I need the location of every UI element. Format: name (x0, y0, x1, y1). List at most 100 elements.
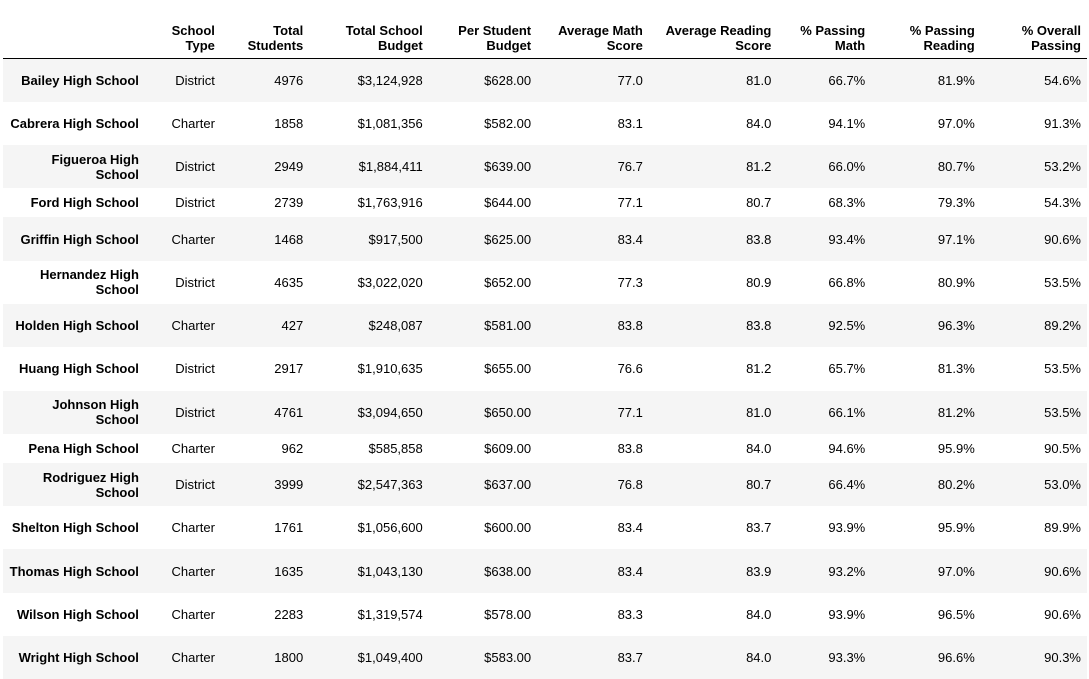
header-row: School Type Total Students Total School … (3, 0, 1087, 59)
total-budget-cell: $917,500 (309, 217, 429, 260)
overall-passing-cell: 90.6% (981, 593, 1087, 636)
school-name-cell: Rodriguez High School (3, 463, 145, 506)
school-name-cell: Bailey High School (3, 59, 145, 102)
total-students-cell: 1468 (221, 217, 309, 260)
per-student-budget-cell: $652.00 (429, 261, 537, 304)
total-budget-cell: $1,056,600 (309, 506, 429, 549)
average-math-cell: 77.0 (537, 59, 649, 102)
total-budget-cell: $2,547,363 (309, 463, 429, 506)
header-passing-reading: % Passing Reading (871, 0, 981, 59)
passing-reading-cell: 80.2% (871, 463, 981, 506)
per-student-budget-cell: $639.00 (429, 145, 537, 188)
overall-passing-cell: 53.5% (981, 261, 1087, 304)
header-total-school-budget: Total School Budget (309, 0, 429, 59)
overall-passing-cell: 91.3% (981, 102, 1087, 145)
average-reading-cell: 83.9 (649, 549, 778, 592)
overall-passing-cell: 90.5% (981, 434, 1087, 463)
total-budget-cell: $248,087 (309, 304, 429, 347)
per-student-budget-cell: $625.00 (429, 217, 537, 260)
school-name-cell: Huang High School (3, 347, 145, 390)
total-students-cell: 2949 (221, 145, 309, 188)
passing-math-cell: 66.7% (777, 59, 871, 102)
average-math-cell: 83.8 (537, 434, 649, 463)
school-type-cell: Charter (145, 636, 221, 679)
per-student-budget-cell: $638.00 (429, 549, 537, 592)
school-name-cell: Cabrera High School (3, 102, 145, 145)
school-name-cell: Pena High School (3, 434, 145, 463)
overall-passing-cell: 53.2% (981, 145, 1087, 188)
school-type-cell: District (145, 463, 221, 506)
passing-math-cell: 68.3% (777, 188, 871, 217)
average-math-cell: 76.8 (537, 463, 649, 506)
total-budget-cell: $1,319,574 (309, 593, 429, 636)
average-math-cell: 77.1 (537, 188, 649, 217)
average-math-cell: 83.8 (537, 304, 649, 347)
per-student-budget-cell: $644.00 (429, 188, 537, 217)
header-average-reading-score: Average Reading Score (649, 0, 778, 59)
header-per-student-budget: Per Student Budget (429, 0, 537, 59)
passing-reading-cell: 81.9% (871, 59, 981, 102)
school-type-cell: District (145, 347, 221, 390)
header-passing-math: % Passing Math (777, 0, 871, 59)
school-name-cell: Ford High School (3, 188, 145, 217)
per-student-budget-cell: $609.00 (429, 434, 537, 463)
average-reading-cell: 81.0 (649, 59, 778, 102)
total-students-cell: 4761 (221, 391, 309, 434)
average-reading-cell: 80.9 (649, 261, 778, 304)
overall-passing-cell: 53.5% (981, 347, 1087, 390)
school-name-cell: Griffin High School (3, 217, 145, 260)
school-name-cell: Wilson High School (3, 593, 145, 636)
average-math-cell: 77.3 (537, 261, 649, 304)
total-budget-cell: $1,043,130 (309, 549, 429, 592)
school-name-cell: Johnson High School (3, 391, 145, 434)
total-students-cell: 4635 (221, 261, 309, 304)
school-name-cell: Figueroa High School (3, 145, 145, 188)
total-students-cell: 962 (221, 434, 309, 463)
passing-math-cell: 93.9% (777, 506, 871, 549)
school-type-cell: Charter (145, 434, 221, 463)
per-student-budget-cell: $600.00 (429, 506, 537, 549)
passing-math-cell: 66.4% (777, 463, 871, 506)
passing-reading-cell: 97.0% (871, 549, 981, 592)
passing-math-cell: 66.1% (777, 391, 871, 434)
average-math-cell: 83.4 (537, 506, 649, 549)
school-type-cell: Charter (145, 549, 221, 592)
average-reading-cell: 84.0 (649, 593, 778, 636)
average-math-cell: 83.4 (537, 217, 649, 260)
passing-reading-cell: 80.7% (871, 145, 981, 188)
total-budget-cell: $3,022,020 (309, 261, 429, 304)
total-students-cell: 1761 (221, 506, 309, 549)
school-name-cell: Hernandez High School (3, 261, 145, 304)
school-type-cell: District (145, 59, 221, 102)
overall-passing-cell: 54.6% (981, 59, 1087, 102)
per-student-budget-cell: $583.00 (429, 636, 537, 679)
total-students-cell: 1635 (221, 549, 309, 592)
school-type-cell: District (145, 261, 221, 304)
header-total-students: Total Students (221, 0, 309, 59)
passing-math-cell: 66.0% (777, 145, 871, 188)
passing-reading-cell: 81.2% (871, 391, 981, 434)
header-overall-passing: % Overall Passing (981, 0, 1087, 59)
passing-reading-cell: 95.9% (871, 434, 981, 463)
average-math-cell: 76.7 (537, 145, 649, 188)
passing-math-cell: 92.5% (777, 304, 871, 347)
passing-reading-cell: 97.0% (871, 102, 981, 145)
overall-passing-cell: 90.6% (981, 549, 1087, 592)
average-reading-cell: 81.2 (649, 347, 778, 390)
passing-math-cell: 93.4% (777, 217, 871, 260)
passing-math-cell: 65.7% (777, 347, 871, 390)
school-name-cell: Holden High School (3, 304, 145, 347)
passing-reading-cell: 95.9% (871, 506, 981, 549)
overall-passing-cell: 89.9% (981, 506, 1087, 549)
